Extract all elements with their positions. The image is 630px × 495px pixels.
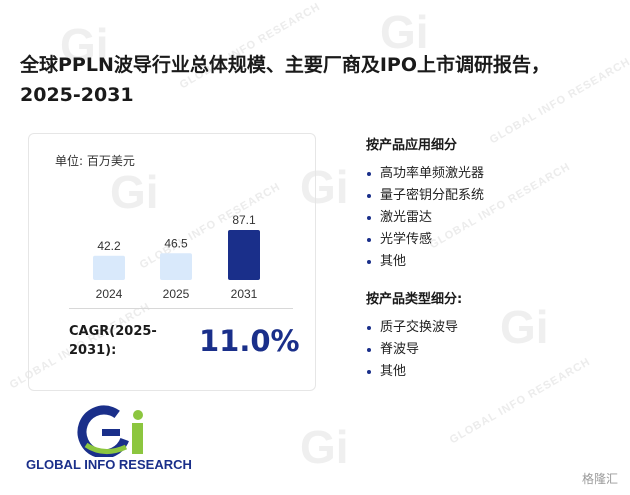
unit-label: 单位: 百万美元 (55, 154, 135, 168)
bar-value-label: 87.1 (232, 213, 256, 227)
bar-2024 (93, 255, 125, 280)
gi-logo-icon (77, 405, 143, 459)
watermark-text: GLOBAL INFO RESEARCH (447, 355, 593, 447)
watermark-logo: Gi (300, 421, 349, 473)
x-tick-label: 2031 (231, 287, 258, 301)
bullet-icon (367, 370, 371, 374)
page-title: 全球PPLN波导行业总体规模、主要厂商及IPO上市调研报告，2025-2031 (20, 54, 551, 106)
application-segment: 按产品应用细分 高功率单频激光器 量子密钥分配系统 激光雷达光学传感其他 (366, 134, 484, 273)
type-segment: 按产品类型细分: 质子交换波导 脊波导其他 (366, 288, 462, 383)
application-list: 高功率单频激光器 量子密钥分配系统 激光雷达光学传感其他 (366, 163, 484, 273)
application-item-label: 其他 (380, 254, 407, 269)
type-item-label: 质子交换波导 (380, 320, 459, 335)
chart-card: 单位: 百万美元 42.2 2024 46.5 2025 87.1 2031 CAGR(2… (28, 133, 316, 391)
divider (69, 308, 293, 309)
bullet-icon (367, 348, 371, 352)
bullet-icon (367, 216, 371, 220)
type-list: 质子交换波导 脊波导其他 (366, 317, 462, 383)
application-item: 高功率单频激光器 (366, 163, 484, 185)
bar-chart: 42.2 2024 46.5 2025 87.1 2031 (93, 213, 260, 301)
type-item: 其他 (366, 361, 462, 383)
bar-value-label: 46.5 (164, 236, 188, 250)
type-item: 脊波导 (366, 339, 462, 361)
type-heading: 按产品类型细分: (366, 292, 463, 307)
type-item-label: 脊波导 (380, 342, 420, 357)
bar-2025 (160, 253, 192, 280)
logo-text: GLOBAL INFO RESEARCH (26, 457, 192, 472)
company-logo: GLOBAL INFO RESEARCH (26, 405, 216, 475)
bullet-icon (367, 326, 371, 330)
application-item-label: 高功率单频激光器 (380, 166, 485, 181)
type-item: 质子交换波导 (366, 317, 462, 339)
type-item-label: 其他 (380, 364, 407, 379)
application-item: 其他 (366, 251, 484, 273)
watermark-logo: Gi (500, 301, 549, 353)
application-item-label: 光学传感 (380, 232, 433, 247)
x-tick-label: 2024 (96, 287, 123, 301)
application-item: 激光雷达 (366, 207, 484, 229)
x-tick-label: 2025 (163, 287, 190, 301)
bar-value-label: 42.2 (97, 239, 121, 253)
application-heading: 按产品应用细分 (366, 138, 458, 153)
cagr-label: CAGR(2025-2031): (69, 324, 157, 358)
bar-2031 (228, 230, 260, 280)
application-item-label: 激光雷达 (380, 210, 433, 225)
cagr-value: 11.0% (199, 324, 300, 358)
application-item-label: 量子密钥分配系统 (380, 188, 485, 203)
application-item: 光学传感 (366, 229, 484, 251)
bullet-icon (367, 238, 371, 242)
application-item: 量子密钥分配系统 (366, 185, 484, 207)
brand-mark: 格隆汇 (581, 472, 618, 486)
bullet-icon (367, 194, 371, 198)
bullet-icon (367, 172, 371, 176)
bullet-icon (367, 260, 371, 264)
